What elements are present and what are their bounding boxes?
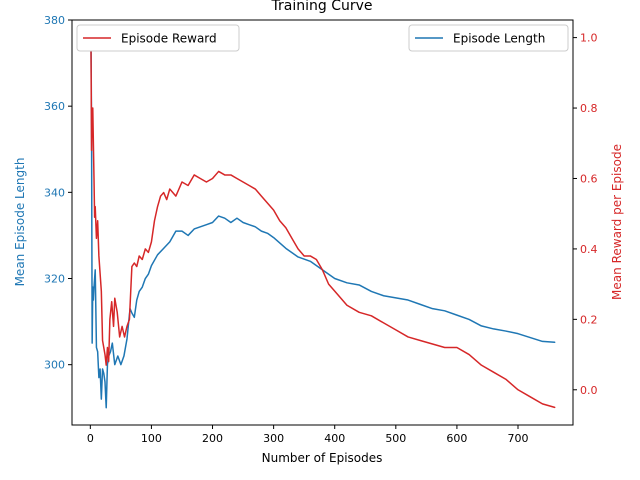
y-left-tick-label: 340 bbox=[44, 186, 65, 199]
y-axis-left-label: Mean Episode Length bbox=[13, 158, 27, 287]
legend-length-label: Episode Length bbox=[453, 32, 545, 46]
y-right-tick-label: 0.2 bbox=[580, 313, 598, 326]
legend-reward-box bbox=[76, 24, 240, 52]
y-left-tick-label: 300 bbox=[44, 359, 65, 372]
y-axis-right-label: Mean Reward per Episode bbox=[610, 144, 624, 300]
y-left-tick-label: 380 bbox=[44, 14, 65, 27]
y-right-tick-label: 0.4 bbox=[580, 243, 598, 256]
x-tick-label: 200 bbox=[202, 432, 223, 445]
legend-reward-label: Episode Reward bbox=[121, 32, 217, 46]
y-right-tick-label: 1.0 bbox=[580, 32, 598, 45]
x-tick-label: 0 bbox=[87, 432, 94, 445]
y-left-tick-label: 360 bbox=[44, 100, 65, 113]
episode-length-line bbox=[90, 27, 556, 409]
x-tick-label: 700 bbox=[508, 432, 529, 445]
series-layer bbox=[90, 27, 556, 409]
y-right-tick-label: 0.8 bbox=[580, 102, 598, 115]
y-axis-left: 300 320 340 360 380 bbox=[44, 14, 72, 372]
legend-length-box bbox=[408, 24, 569, 52]
x-tick-label: 300 bbox=[263, 432, 284, 445]
x-tick-label: 600 bbox=[446, 432, 467, 445]
y-right-tick-label: 0.0 bbox=[580, 384, 598, 397]
x-axis: 0 100 200 300 400 500 600 700 bbox=[87, 425, 529, 445]
episode-reward-line bbox=[90, 36, 556, 409]
x-tick-label: 400 bbox=[324, 432, 345, 445]
y-axis-right: 0.0 0.2 0.4 0.6 0.8 1.0 bbox=[573, 32, 598, 397]
chart-title: Training Curve bbox=[271, 0, 373, 14]
y-right-tick-label: 0.6 bbox=[580, 172, 598, 185]
x-tick-label: 100 bbox=[141, 432, 162, 445]
x-axis-label: Number of Episodes bbox=[262, 451, 383, 465]
x-tick-label: 500 bbox=[385, 432, 406, 445]
legend-reward: Episode Reward bbox=[76, 24, 240, 52]
plot-frame bbox=[71, 19, 574, 426]
y-left-tick-label: 320 bbox=[44, 273, 65, 286]
legend-length: Episode Length bbox=[408, 24, 569, 52]
